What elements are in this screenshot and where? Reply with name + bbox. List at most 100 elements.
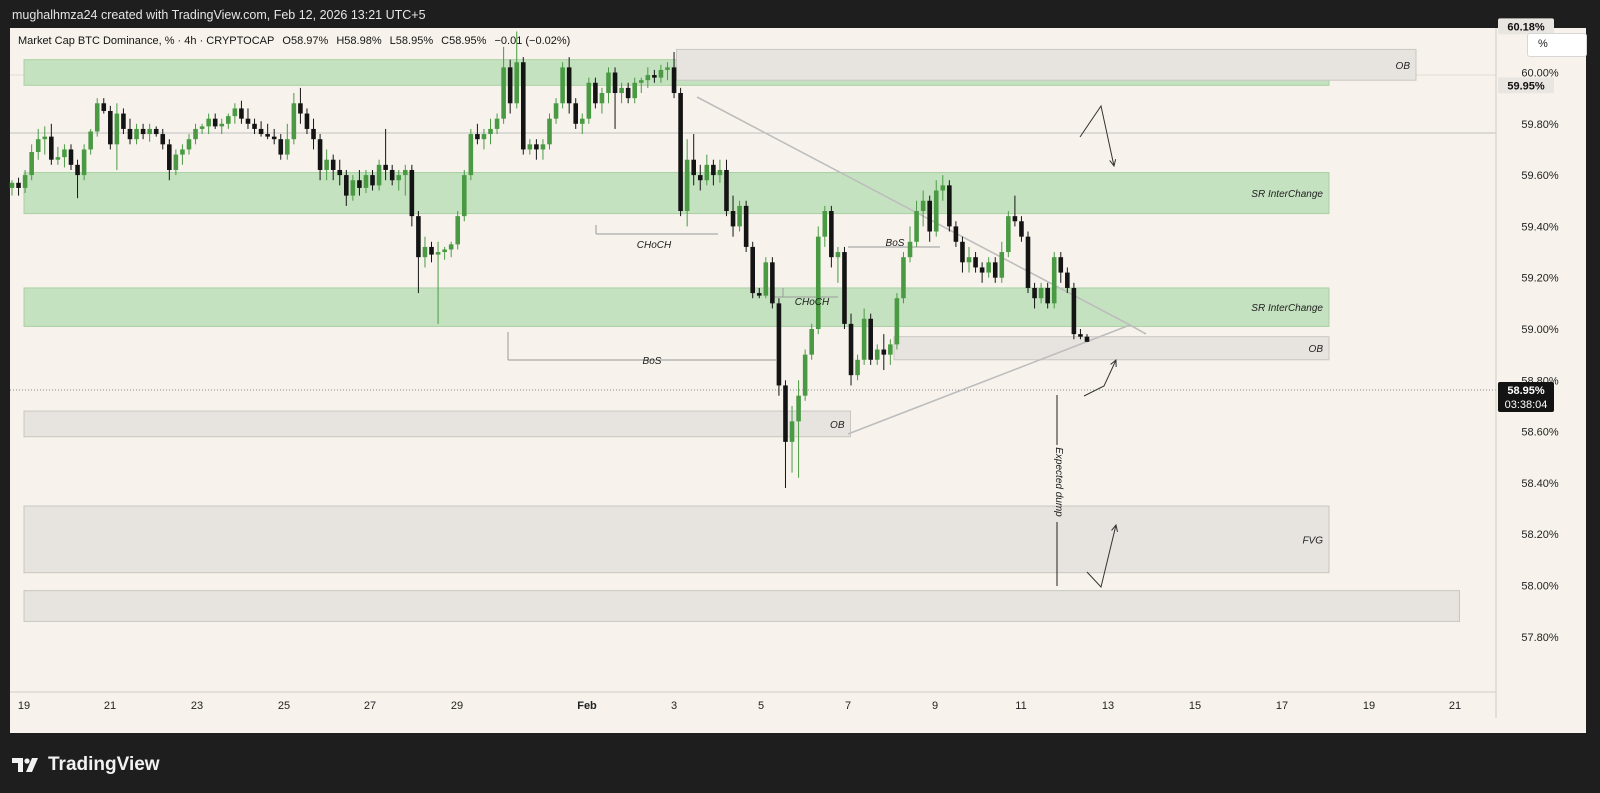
candle-body [599, 93, 605, 104]
percent-scale-button[interactable]: % [1527, 33, 1587, 57]
symbol-legend[interactable]: Market Cap BTC Dominance, % · 4h · CRYPT… [18, 35, 575, 47]
candle-body [553, 103, 559, 119]
price-label-countdown: 03:38:04 [1505, 399, 1548, 411]
candle-body [127, 128, 133, 140]
candle-body [940, 185, 946, 191]
candle-body [1058, 257, 1064, 273]
candle-body [363, 175, 369, 188]
candle-body [29, 152, 34, 176]
candle-body [979, 267, 985, 273]
candle-body [134, 128, 139, 140]
candle-body [180, 149, 185, 155]
candle-body [743, 205, 749, 247]
candle-body [1071, 287, 1077, 335]
price-label-value: 59.95% [1507, 80, 1545, 92]
candle-body [586, 82, 592, 119]
bos-label: BoS [643, 356, 662, 367]
candle-body [252, 123, 257, 129]
y-tick-label: 60.00% [1521, 68, 1559, 80]
candle-body [370, 175, 375, 186]
candle-body [226, 116, 231, 124]
candle-body [494, 118, 500, 129]
candle-body [199, 126, 205, 129]
candle-body [448, 244, 454, 250]
candle-body [1084, 336, 1090, 342]
x-tick-label: 25 [278, 700, 290, 712]
candle-body [278, 139, 284, 155]
candle-body [756, 293, 762, 296]
candle-body [9, 182, 15, 188]
y-tick-label: 58.00% [1521, 581, 1559, 593]
candle-body [691, 159, 697, 176]
zone-label: SR InterChange [1251, 189, 1323, 200]
candle-body [108, 110, 113, 145]
candle-body [16, 182, 21, 188]
candle-body [986, 262, 991, 273]
choch-label: CHoCH [637, 240, 672, 251]
candle-body [612, 72, 618, 94]
y-tick-label: 59.40% [1521, 221, 1559, 233]
candle-body [350, 180, 356, 196]
candle-body [186, 139, 192, 150]
candle-body [697, 175, 703, 181]
ohlc-open: O58.97% [282, 35, 329, 47]
ohlc-change: −0.01 (−0.02%) [494, 35, 571, 47]
candle-body [101, 103, 107, 111]
candle-body [776, 303, 782, 386]
candle-body [344, 175, 349, 196]
candle-body [1019, 221, 1024, 237]
candle-body [357, 180, 362, 188]
candle-body [560, 67, 565, 104]
candle-body [999, 252, 1005, 278]
candle-body [488, 128, 493, 135]
candle-body [193, 128, 198, 140]
candle-body [835, 252, 841, 258]
order-block-zone [676, 48, 1417, 81]
price-label-box [1498, 18, 1554, 35]
x-tick-label: 19 [1363, 700, 1375, 712]
x-tick-label: 13 [1102, 700, 1114, 712]
candle-body [822, 211, 828, 237]
candle-body [22, 175, 28, 188]
candle-body [927, 200, 932, 232]
candle-body [167, 144, 172, 170]
arrow-head [1111, 523, 1118, 532]
candle-body [173, 154, 179, 170]
x-tick-label: 21 [1449, 700, 1461, 712]
candle-body [88, 131, 93, 150]
candle-body [330, 159, 336, 170]
x-tick-label: 9 [932, 700, 938, 712]
candle-body [684, 159, 690, 212]
candle-body [638, 80, 644, 83]
candle-body [147, 128, 152, 135]
candle-body [1038, 287, 1044, 299]
order-block-zone [23, 410, 851, 438]
symbol-name[interactable]: Market Cap BTC Dominance, % · 4h · CRYPT… [18, 35, 275, 47]
drawings [507, 96, 1147, 435]
candle-body [461, 175, 467, 217]
candle-body [855, 359, 860, 376]
path-arrow [1083, 359, 1117, 397]
candle-body [796, 395, 801, 422]
y-tick-label: 59.60% [1521, 170, 1559, 182]
candle-body [481, 134, 487, 140]
candle-body [527, 144, 533, 150]
candle-body [475, 134, 480, 140]
candle-body [665, 67, 670, 70]
x-tick-label: 17 [1276, 700, 1288, 712]
candle-body [933, 190, 939, 232]
candle-body [992, 262, 998, 278]
triangle-upper-line [696, 96, 1131, 326]
y-tick-label: 58.20% [1521, 529, 1559, 541]
candle-body [206, 118, 211, 127]
candle-body [658, 69, 664, 78]
ohlc-high: H58.98% [336, 35, 382, 47]
candle-body [49, 136, 54, 160]
candle-body [212, 118, 218, 127]
candle-body [815, 236, 821, 329]
ohlc-close: C58.95% [441, 35, 487, 47]
candle-body [1045, 287, 1050, 304]
candle-body [632, 82, 638, 99]
y-tick-label: 59.80% [1521, 119, 1559, 131]
